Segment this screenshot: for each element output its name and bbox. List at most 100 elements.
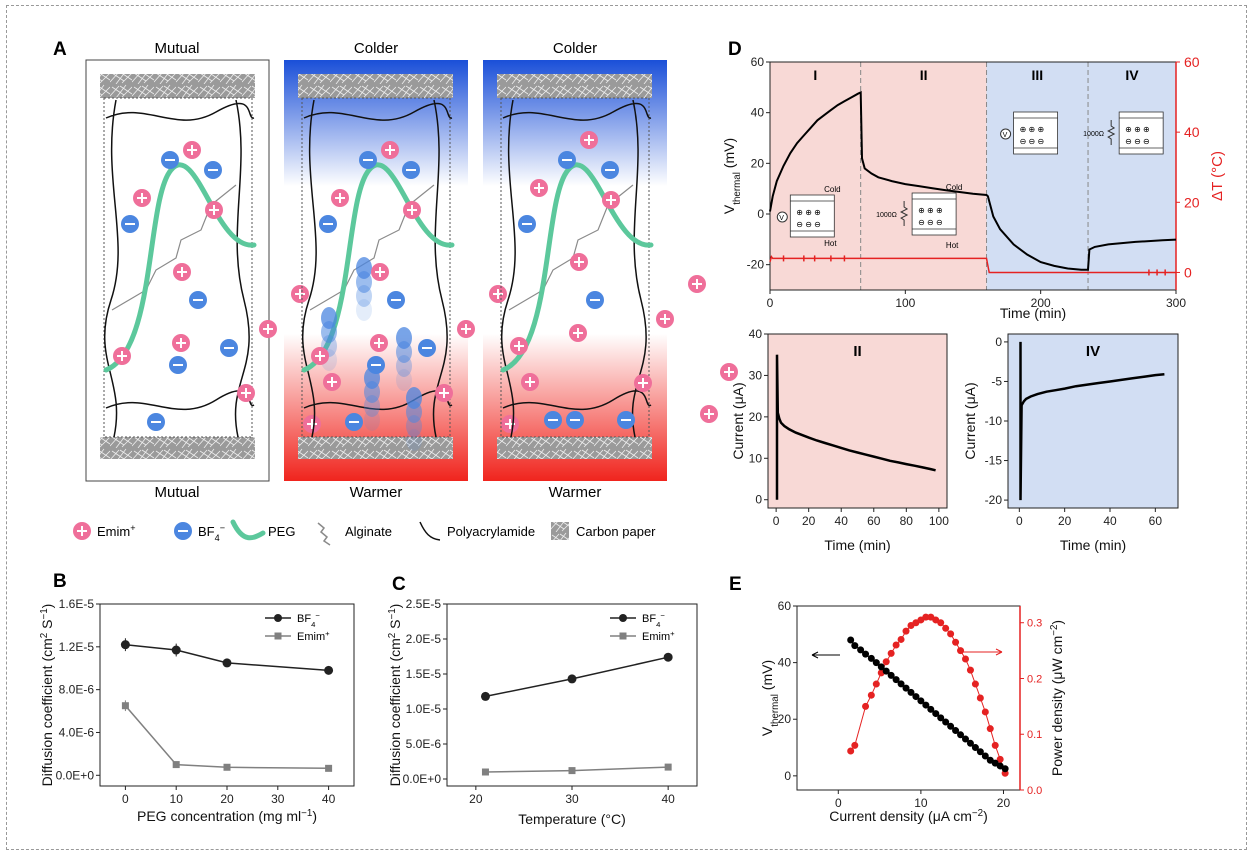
carbon-paper-bottom <box>298 437 453 459</box>
plus-sign <box>375 267 385 277</box>
data-point-square <box>568 767 576 775</box>
plot-frame <box>796 605 1021 791</box>
plus-sign <box>692 279 702 289</box>
panel-label-c: C <box>392 574 406 595</box>
cation-icon <box>521 373 539 391</box>
y-tick-label: 1.5E-5 <box>406 667 442 681</box>
label-part: Emim <box>642 631 670 643</box>
voltage-point <box>877 663 885 671</box>
circuit-inset: ⊕ ⊕ ⊕ ⊖ ⊖ ⊖ 1000Ω <box>1083 111 1164 155</box>
y-tick-label: 60 <box>778 599 792 613</box>
power-point <box>991 741 999 749</box>
voltage-point <box>957 731 965 739</box>
voltmeter-label: V <box>1003 132 1008 139</box>
anion-icon <box>319 215 337 233</box>
panel-b: B 0.0E+0 4.0E-6 8.0E-6 1.2E-5 1.6E-5 0 10 20 30 4… <box>39 571 355 824</box>
y-tick-label: -15 <box>985 454 1003 468</box>
cation-icon <box>489 285 507 303</box>
power-point <box>952 638 960 646</box>
cation-icon <box>205 201 223 219</box>
plus-sign <box>461 324 471 334</box>
cell-2 <box>497 74 738 459</box>
y2-tick-label: 20 <box>1184 194 1200 210</box>
series-line <box>124 705 329 770</box>
power-point <box>862 702 870 710</box>
y-tick-label: 5.0E-6 <box>406 737 442 751</box>
x-tick-label: 30 <box>565 792 579 806</box>
voltage-point <box>902 684 910 692</box>
power-point <box>986 725 994 733</box>
plus-sign <box>187 145 197 155</box>
region-label: III <box>1031 67 1043 83</box>
y-tick-label: 1.2E-5 <box>59 640 95 654</box>
y2-tick-label: 0.1 <box>1027 729 1042 741</box>
anion-icon <box>586 291 604 309</box>
power-point <box>922 613 930 621</box>
anion-icon <box>204 161 222 179</box>
plus-sign <box>117 351 127 361</box>
peg-chain <box>103 162 257 373</box>
ion-row: ⊖ ⊖ ⊖ <box>1125 137 1150 146</box>
cation-icon <box>259 320 277 338</box>
y-tick-label: 20 <box>749 410 763 424</box>
power-point <box>902 627 910 635</box>
arrow-left-icon <box>811 651 840 659</box>
label-part: −2 <box>1049 625 1060 636</box>
plus-sign <box>241 388 251 398</box>
voltage-point <box>851 642 859 650</box>
y-tick-label: 10 <box>749 451 763 465</box>
x-tick-label: 60 <box>1149 514 1163 528</box>
label-part: Time (min) <box>824 537 890 553</box>
x-tick-label: 300 <box>1166 296 1186 310</box>
data-point-square <box>325 764 333 772</box>
y-tick-label: 0.0E+0 <box>403 772 442 786</box>
y-tick-label: 20 <box>778 712 792 726</box>
x-tick-label: 0 <box>773 514 780 528</box>
circuit-inset: ⊕ ⊕ ⊕ ⊖ ⊖ ⊖ V <box>776 194 835 238</box>
x-tick-label: 40 <box>1103 514 1117 528</box>
legend-label: Polyacrylamide <box>447 524 535 539</box>
cation-icon <box>133 189 151 207</box>
voltage-point <box>927 705 935 713</box>
plot-frame <box>767 333 948 509</box>
voltage-point <box>917 697 925 705</box>
anion-icon <box>359 151 377 169</box>
ion-row: ⊖ ⊖ ⊖ <box>918 218 943 227</box>
carbon-paper-top <box>497 74 652 98</box>
label-part: Temperature (°C) <box>518 811 626 827</box>
plus-sign <box>295 289 305 299</box>
cation-icon <box>570 253 588 271</box>
panel-c: C 0.0E+0 5.0E-6 1.0E-5 1.5E-5 2.0E-5 2.5E-5 20… <box>387 574 698 827</box>
panel-label-e: E <box>729 574 742 595</box>
label-part: BF <box>297 613 311 625</box>
power-point <box>942 624 950 632</box>
y-tick-label: 4.0E-6 <box>59 725 95 739</box>
y-tick-label: 0.0E+0 <box>56 768 95 782</box>
anion-icon <box>617 411 635 429</box>
x-tick-label: 10 <box>170 792 184 806</box>
voltage-point <box>867 654 875 662</box>
plus-sign <box>176 338 186 348</box>
voltage-point <box>847 636 855 644</box>
x-tick-label: 20 <box>220 792 234 806</box>
plus-sign <box>514 341 524 351</box>
plot-background <box>1008 334 1178 508</box>
power-point <box>892 641 900 649</box>
y-tick-label: 1.0E-5 <box>406 702 442 716</box>
cation-icon <box>323 373 341 391</box>
plus-sign <box>407 205 417 215</box>
anion-icon <box>544 411 562 429</box>
x-tick-label: 30 <box>271 792 285 806</box>
top-label-mutual: Mutual <box>154 40 199 57</box>
label-part: Polyacrylamide <box>447 524 535 539</box>
voltage-point <box>922 701 930 709</box>
delta-t-line <box>769 255 1176 274</box>
cation-icon <box>720 363 738 381</box>
cation-icon <box>634 374 652 392</box>
data-point <box>663 652 673 662</box>
label-part: thermal <box>732 172 743 205</box>
label-part: 4 <box>215 533 220 543</box>
anion-icon <box>558 151 576 169</box>
data-point-square <box>481 768 489 776</box>
hot-label: Hot <box>946 241 959 250</box>
